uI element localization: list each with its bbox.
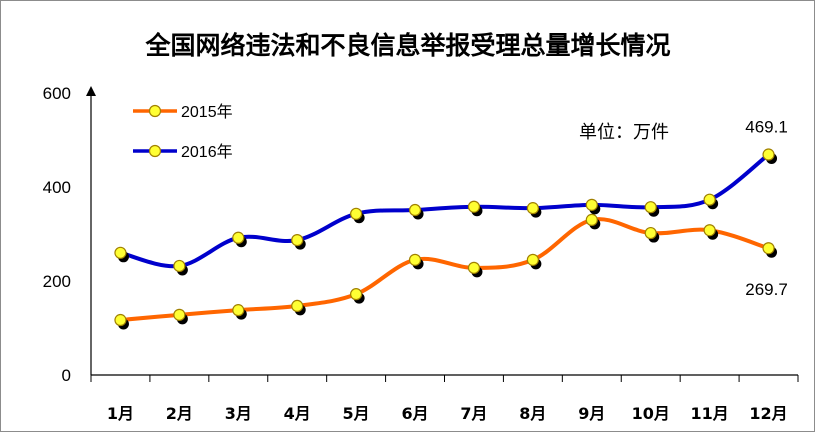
data-point <box>291 234 304 247</box>
chart-title: 全国网络违法和不良信息举报受理总量增长情况 <box>144 31 670 60</box>
y-axis-arrow <box>86 86 96 96</box>
data-point <box>762 242 775 255</box>
data-point <box>703 224 716 237</box>
data-point <box>114 246 127 259</box>
data-point <box>350 207 363 220</box>
data-point <box>703 193 716 206</box>
y-tick-label: 400 <box>43 178 71 197</box>
x-tick-label: 10月 <box>632 404 670 423</box>
series-1 <box>114 148 778 276</box>
x-tick-label: 12月 <box>749 404 787 423</box>
x-tick-label: 11月 <box>690 404 728 423</box>
data-point <box>408 203 422 217</box>
data-point <box>526 253 539 266</box>
data-point <box>173 259 186 273</box>
data-point <box>467 200 481 213</box>
legend: 2015年 2016年 <box>133 103 233 161</box>
data-point <box>350 288 363 301</box>
data-point <box>408 253 422 266</box>
legend-label: 2015年 <box>181 103 233 121</box>
unit-label: 单位：万件 <box>579 122 669 143</box>
x-tick-label: 5月 <box>343 404 370 423</box>
x-tick-label: 3月 <box>225 404 252 423</box>
data-point <box>291 299 304 313</box>
series-0 <box>114 213 778 330</box>
y-tick-label: 600 <box>43 84 71 103</box>
data-point <box>526 202 539 215</box>
x-tick-label: 4月 <box>284 404 311 423</box>
series-layer <box>114 148 778 330</box>
data-point <box>644 226 657 240</box>
x-tick-label: 6月 <box>401 404 428 423</box>
x-tick-label: 2月 <box>166 404 193 423</box>
legend-item-1: 2016年 <box>133 143 233 161</box>
data-point <box>232 231 245 244</box>
data-point <box>585 198 598 211</box>
data-point <box>585 213 598 226</box>
series-line <box>118 152 771 269</box>
data-label: 469.1 <box>745 118 788 137</box>
x-tick-label: 7月 <box>460 404 487 423</box>
x-tick-label: 9月 <box>578 404 605 423</box>
y-tick-label: 200 <box>43 272 71 291</box>
legend-swatch-marker <box>148 144 162 158</box>
data-point <box>644 201 657 214</box>
axes: 0 200 400 600 1月 2月 3月 4月 5月 6月 7月 8月 9月 10月 11月 12月 <box>43 84 799 423</box>
data-point <box>173 308 186 321</box>
data-label: 269.7 <box>745 280 788 299</box>
x-tick-label: 8月 <box>519 404 546 423</box>
series-line <box>118 217 771 323</box>
legend-item-0: 2015年 <box>133 103 233 121</box>
data-point <box>467 261 481 274</box>
data-point <box>762 148 775 161</box>
data-point <box>232 304 245 317</box>
legend-swatch-marker <box>148 104 162 118</box>
y-tick-label: 0 <box>62 366 71 385</box>
x-tick-label: 1月 <box>107 404 134 423</box>
annotations: 469.1 269.7 <box>745 118 788 300</box>
data-point <box>114 313 127 327</box>
legend-label: 2016年 <box>181 143 233 161</box>
